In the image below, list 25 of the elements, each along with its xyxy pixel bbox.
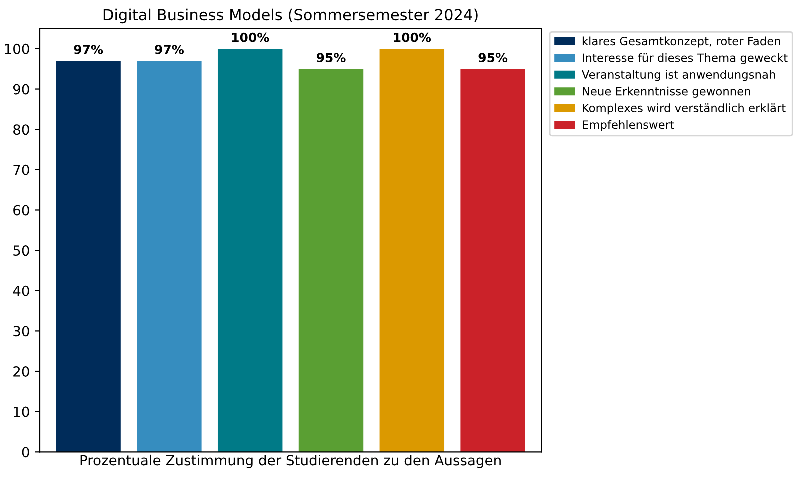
data-label: 100% <box>394 32 432 42</box>
legend-label: Veranstaltung ist anwendungsnah <box>582 70 776 82</box>
y-tick-label: 40 <box>13 286 30 296</box>
data-label: 95% <box>478 53 508 63</box>
y-tick-label: 100 <box>5 44 30 54</box>
y-tick-label: 10 <box>14 406 30 418</box>
y-tick-label: 90 <box>13 84 30 95</box>
y-tick-label: 20 <box>14 366 30 377</box>
y-tick-label: 80 <box>14 124 30 136</box>
legend-label: Empfehlenswert <box>583 120 674 132</box>
x-axis-title: Prozentuale Zustimmung der Studierenden zu den Aussagen <box>80 454 501 468</box>
y-tick-label: 30 <box>14 326 30 337</box>
data-label: 100% <box>232 32 270 42</box>
legend-label: Komplexes wird verständlich erklärt <box>583 104 786 115</box>
chart-title: Digital Business Models (Sommersemester 2024) <box>104 8 478 24</box>
data-label: 97% <box>155 45 184 54</box>
y-tick-label: 50 <box>14 246 30 256</box>
data-label: 95% <box>316 53 346 63</box>
legend-label: klares Gesamtkonzept, roter Faden <box>582 36 780 48</box>
y-tick-label: 60 <box>14 205 30 216</box>
y-tick-label: 70 <box>14 164 30 176</box>
legend-label: Neue Erkenntnisse gewonnen <box>583 86 750 98</box>
data-label: 97% <box>74 45 104 54</box>
y-tick-label: 0 <box>22 447 30 458</box>
legend-label: Interesse für dieses Thema geweckt <box>583 53 788 65</box>
